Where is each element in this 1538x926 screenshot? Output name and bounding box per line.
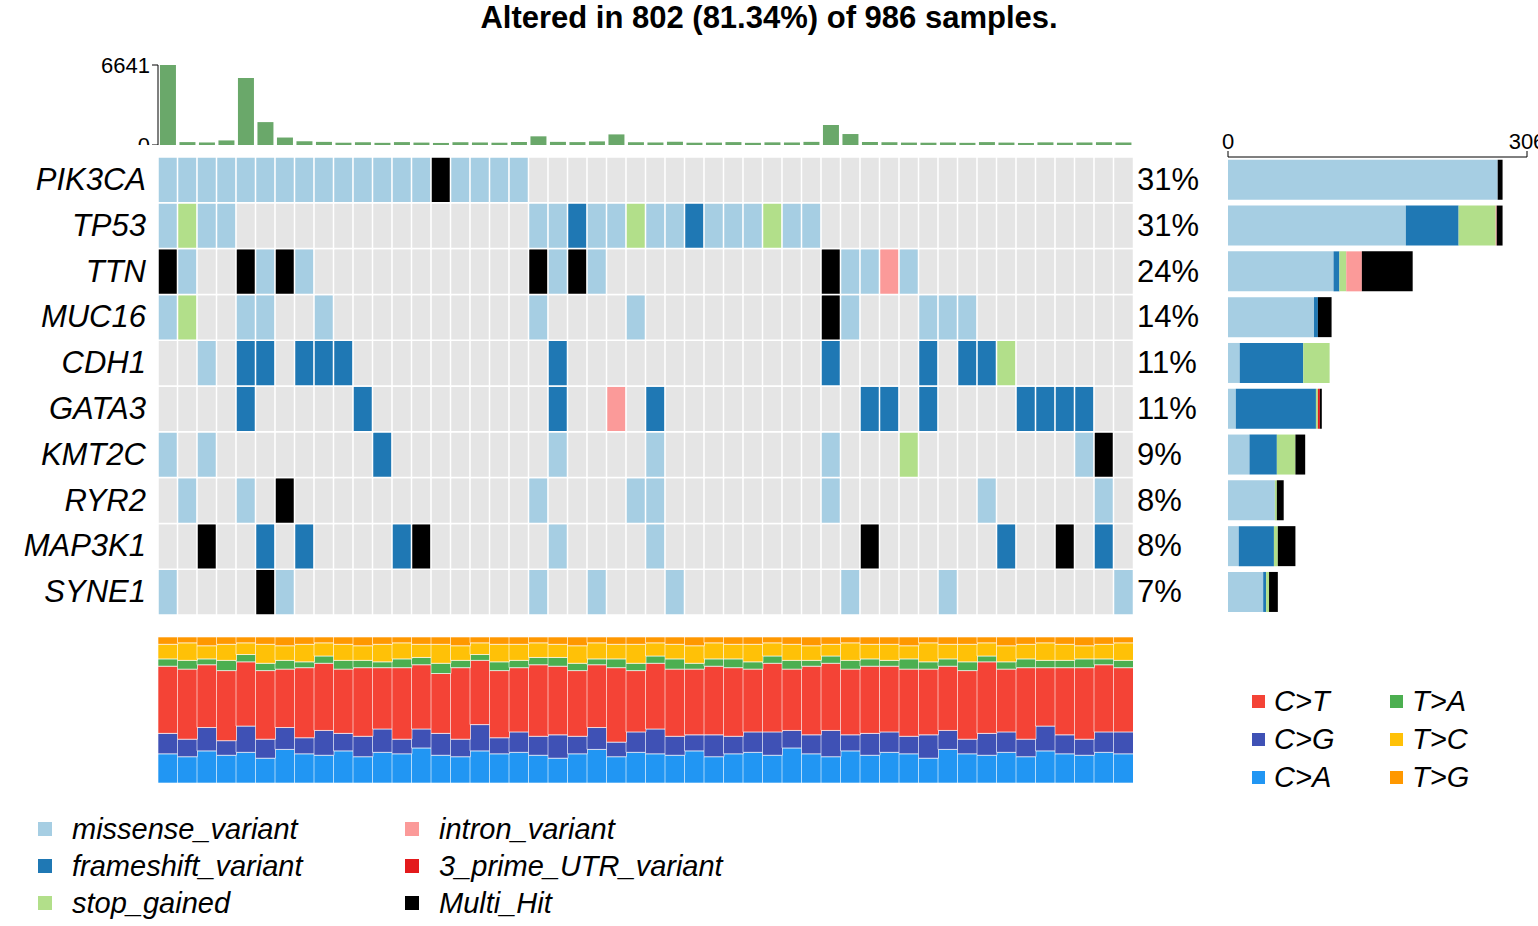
html-text:TTN: TTN — [85, 253, 146, 289]
html-text:KMT2C: KMT2C — [40, 436, 146, 472]
html-text:stop_gained: stop_gained — [72, 886, 230, 919]
html-text:11%: 11% — [1137, 345, 1197, 381]
html-text:8%: 8% — [1137, 528, 1182, 564]
html-text:MAP3K1: MAP3K1 — [23, 528, 146, 564]
html-text:31%: 31% — [1137, 207, 1199, 243]
svg-text:0: 0 — [138, 133, 150, 145]
html-text:TP53: TP53 — [71, 207, 146, 243]
html-text:SYNE1: SYNE1 — [44, 574, 146, 610]
html-text:missense_variant: missense_variant — [72, 812, 298, 845]
html-text:11%: 11% — [1137, 391, 1197, 426]
html-text:9%: 9% — [1137, 436, 1182, 472]
html-text:C>T: C>T — [1274, 684, 1330, 717]
html-text:frameshift_variant: frameshift_variant — [72, 849, 303, 882]
html-text:8%: 8% — [1137, 482, 1182, 518]
html-text:T>C: T>C — [1412, 722, 1468, 755]
html-text:3_prime_UTR_variant: 3_prime_UTR_variant — [439, 849, 723, 882]
svg-text:0: 0 — [1222, 129, 1234, 154]
html-text:T>A: T>A — [1412, 684, 1466, 717]
html-text:Multi_Hit: Multi_Hit — [439, 886, 552, 919]
html-text:Altered in 802 (81.34%) of 986: Altered in 802 (81.34%) of 986 samples. — [480, 0, 1058, 35]
html-text:T>G: T>G — [1412, 760, 1470, 793]
html-text:GATA3: GATA3 — [49, 391, 146, 426]
html-text:31%: 31% — [1137, 162, 1199, 197]
svg-text:306: 306 — [1509, 129, 1530, 154]
html-text:intron_variant: intron_variant — [439, 812, 615, 845]
html-text:24%: 24% — [1137, 253, 1199, 289]
html-text:PIK3CA: PIK3CA — [35, 162, 146, 197]
html-text:MUC16: MUC16 — [40, 299, 146, 335]
html-text:7%: 7% — [1137, 574, 1182, 610]
html-text:C>A: C>A — [1274, 760, 1332, 793]
html-text:C>G: C>G — [1274, 722, 1335, 755]
html-text:14%: 14% — [1137, 299, 1199, 335]
html-text:CDH1: CDH1 — [61, 345, 146, 381]
svg-text:6641: 6641 — [101, 55, 150, 78]
html-text:RYR2: RYR2 — [64, 482, 146, 518]
